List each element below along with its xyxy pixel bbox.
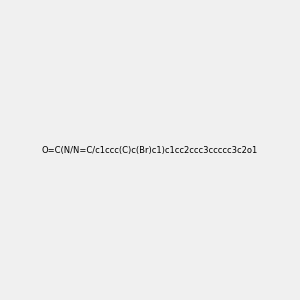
- Text: O=C(N/N=C/c1ccc(C)c(Br)c1)c1cc2ccc3ccccc3c2o1: O=C(N/N=C/c1ccc(C)c(Br)c1)c1cc2ccc3ccccc…: [42, 146, 258, 154]
